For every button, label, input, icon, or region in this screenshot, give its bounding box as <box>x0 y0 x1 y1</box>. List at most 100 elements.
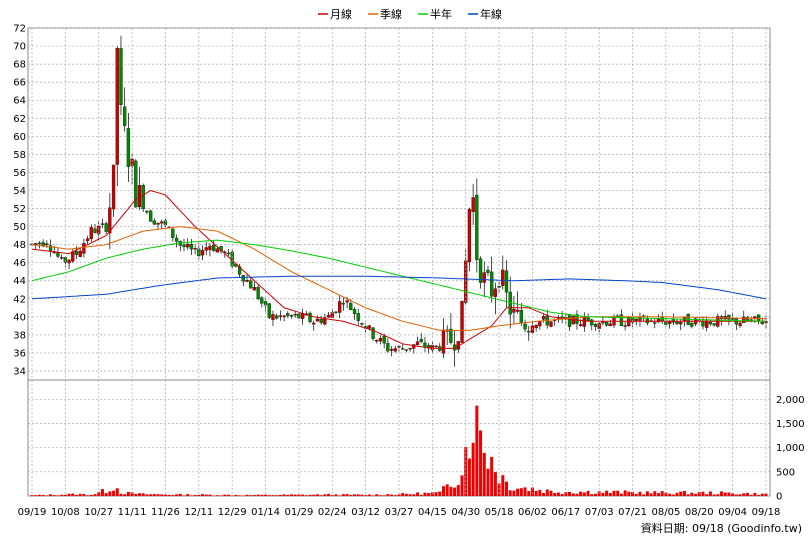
x-tick-label: 08/20 <box>685 507 714 518</box>
volume-bar <box>382 495 386 496</box>
candle-body <box>367 325 371 329</box>
candle-body <box>578 324 583 327</box>
volume-bar <box>371 495 375 496</box>
volume-bar <box>705 494 709 496</box>
volume-bar <box>226 494 230 496</box>
volume-bar <box>152 494 156 496</box>
volume-bar <box>312 494 316 496</box>
volume-bar <box>45 495 49 496</box>
volume-bar <box>349 494 353 496</box>
candle-body <box>174 237 179 242</box>
volume-bar <box>519 488 523 496</box>
volume-bar <box>375 494 379 496</box>
candle-body <box>460 300 464 343</box>
candle-body <box>441 329 446 354</box>
candle-body <box>108 207 112 234</box>
candle-body <box>71 251 75 262</box>
x-tick-label: 02/24 <box>318 507 347 518</box>
volume-bar <box>568 491 572 496</box>
volume-bar <box>197 494 201 496</box>
x-tick-label: 09/04 <box>718 507 747 518</box>
volume-bar <box>297 494 301 496</box>
volume-bar <box>664 492 668 496</box>
candle-body <box>534 324 538 329</box>
x-tick-label: 08/05 <box>651 507 680 518</box>
candle-body <box>730 318 735 320</box>
volume-bar <box>690 492 694 496</box>
candle-body <box>515 309 520 312</box>
x-tick-label: 12/11 <box>184 507 213 518</box>
candle-body <box>41 242 45 246</box>
volume-bar <box>575 493 579 496</box>
volume-bar <box>245 494 249 496</box>
volume-bar <box>278 494 282 496</box>
x-tick-label: 07/21 <box>618 507 647 518</box>
volume-bar <box>89 494 93 496</box>
volume-bar <box>727 492 731 496</box>
candle-body <box>293 314 297 316</box>
candle-body <box>215 248 220 253</box>
candle-body <box>493 288 498 297</box>
volume-bar <box>467 458 471 496</box>
candle-body <box>45 243 49 246</box>
volume-bar <box>723 492 727 496</box>
candle-body <box>334 311 338 313</box>
candle-body <box>538 321 542 327</box>
volume-bar <box>427 493 431 496</box>
volume-bar <box>330 495 334 496</box>
candle-body <box>708 322 713 325</box>
candle-body <box>338 301 342 313</box>
volume-bar <box>738 494 742 496</box>
legend-label: 季線 <box>380 7 402 21</box>
volume-tick-label: 1,500 <box>776 419 805 430</box>
candle-body <box>93 228 97 233</box>
candle-body <box>278 315 283 317</box>
y-tick-label: 54 <box>13 186 26 197</box>
volume-bar <box>660 491 664 496</box>
candle-body <box>404 349 409 351</box>
volume-bar <box>556 492 560 496</box>
candle-body <box>586 317 590 322</box>
volume-bar <box>434 492 438 496</box>
candle-body <box>504 270 509 293</box>
candle-body <box>408 347 412 350</box>
volume-bar <box>579 491 583 496</box>
legend-label: 半年 <box>430 7 452 21</box>
candle-body <box>675 321 679 325</box>
candle-body <box>249 280 253 289</box>
volume-bar <box>212 495 216 496</box>
candle-body <box>679 322 683 325</box>
volume-bar <box>204 494 208 496</box>
volume-bar <box>582 492 586 496</box>
y-tick-label: 42 <box>13 294 26 305</box>
x-tick-label: 03/12 <box>351 507 380 518</box>
volume-bar <box>341 494 345 496</box>
volume-bar <box>601 492 605 496</box>
candle-body <box>490 271 494 297</box>
volume-bar <box>686 494 690 496</box>
volume-bar <box>456 485 460 496</box>
volume-bar <box>668 493 672 496</box>
volume-bar <box>378 495 382 496</box>
candle-body <box>527 330 531 333</box>
volume-bar <box>490 456 494 496</box>
volume-tick-label: 500 <box>776 467 795 478</box>
candle-body <box>478 258 483 283</box>
candle-body <box>111 164 116 210</box>
candle-body <box>727 314 731 320</box>
x-tick-label: 05/18 <box>485 507 514 518</box>
volume-bar <box>267 495 271 496</box>
candle-body <box>74 251 79 255</box>
price-panel: 34 36 38 40 42 44 46 48 50 52 54 56 58 60 62 64 66 68 70 72 <box>13 24 771 381</box>
volume-bar <box>542 492 546 496</box>
candle-body <box>705 320 709 328</box>
volume-bar <box>52 495 56 496</box>
candle-body <box>653 322 657 324</box>
volume-bar <box>230 495 234 496</box>
volume-bar <box>701 491 705 496</box>
volume-bar <box>545 489 549 496</box>
candle-body <box>541 316 546 320</box>
y-tick-label: 72 <box>13 24 26 35</box>
candle-body <box>619 314 624 327</box>
candle-body <box>134 160 138 208</box>
